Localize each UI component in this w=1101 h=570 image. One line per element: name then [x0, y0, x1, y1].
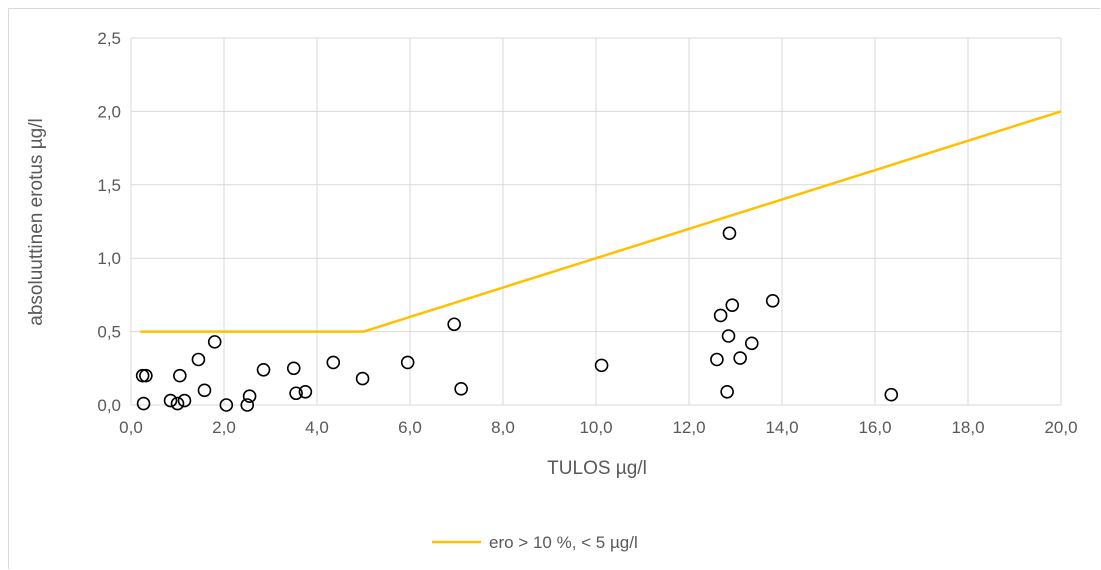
data-point [191, 352, 206, 367]
x-tick-label: 2,0 [212, 418, 236, 437]
y-tick-label: 2,5 [97, 29, 121, 48]
data-point [454, 382, 468, 396]
data-point [447, 317, 461, 332]
y-tick-label: 1,0 [97, 249, 121, 268]
x-tick-label: 0,0 [119, 418, 143, 437]
data-point [139, 368, 153, 383]
data-point [594, 358, 609, 373]
y-axis-ticks: 0,0 0,5 1,0 1,5 2,0 2,5 [97, 29, 121, 415]
data-point [744, 336, 759, 351]
data-point [197, 383, 212, 398]
y-tick-label: 2,0 [97, 102, 121, 121]
data-point [177, 393, 192, 408]
data-point [733, 351, 747, 365]
data-point [722, 226, 737, 241]
grid-lines [130, 37, 1062, 406]
data-point [242, 389, 257, 403]
x-tick-label: 8,0 [491, 418, 515, 437]
y-axis-title: absoluuttinen erotus µg/l [26, 118, 47, 325]
data-point [355, 371, 370, 386]
data-point [240, 398, 255, 412]
data-point [173, 368, 187, 383]
data-point [710, 352, 724, 367]
x-axis-title: TULOS µg/l [547, 458, 647, 479]
x-tick-label: 10,0 [579, 418, 612, 437]
data-point [765, 293, 780, 308]
data-point [884, 387, 899, 402]
data-point [289, 386, 303, 401]
data-point [298, 384, 313, 399]
x-tick-label: 16,0 [858, 418, 891, 437]
chart-frame [8, 8, 1100, 569]
data-point [725, 298, 740, 312]
data-point [163, 393, 178, 408]
data-point [219, 398, 234, 412]
data-point [256, 362, 271, 377]
data-point [136, 396, 151, 411]
data-point [720, 384, 734, 399]
x-tick-label: 14,0 [765, 418, 798, 437]
y-tick-label: 0,0 [97, 396, 121, 415]
x-tick-label: 4,0 [305, 418, 329, 437]
data-points [135, 226, 899, 412]
x-axis-ticks: 0,0 2,0 4,0 6,0 8,0 10,0 12,0 14,0 16,0 18,0 20,0 [119, 418, 1077, 437]
data-point [207, 335, 222, 349]
y-tick-label: 0,5 [97, 323, 121, 342]
threshold-line-layer [140, 110, 1062, 333]
legend-label: ero > 10 %, < 5 µg/l [489, 533, 638, 552]
data-point [286, 361, 301, 376]
data-point [713, 308, 728, 323]
data-point [326, 355, 341, 370]
data-point [400, 355, 415, 370]
legend: ero > 10 %, < 5 µg/l [432, 533, 638, 552]
x-tick-label: 20,0 [1044, 418, 1077, 437]
data-point [135, 368, 150, 383]
threshold-line [140, 110, 1062, 333]
x-tick-label: 18,0 [951, 418, 984, 437]
x-tick-label: 12,0 [672, 418, 705, 437]
data-point [170, 396, 185, 411]
y-tick-label: 1,5 [97, 176, 121, 195]
x-tick-label: 6,0 [398, 418, 422, 437]
data-point [721, 329, 736, 343]
